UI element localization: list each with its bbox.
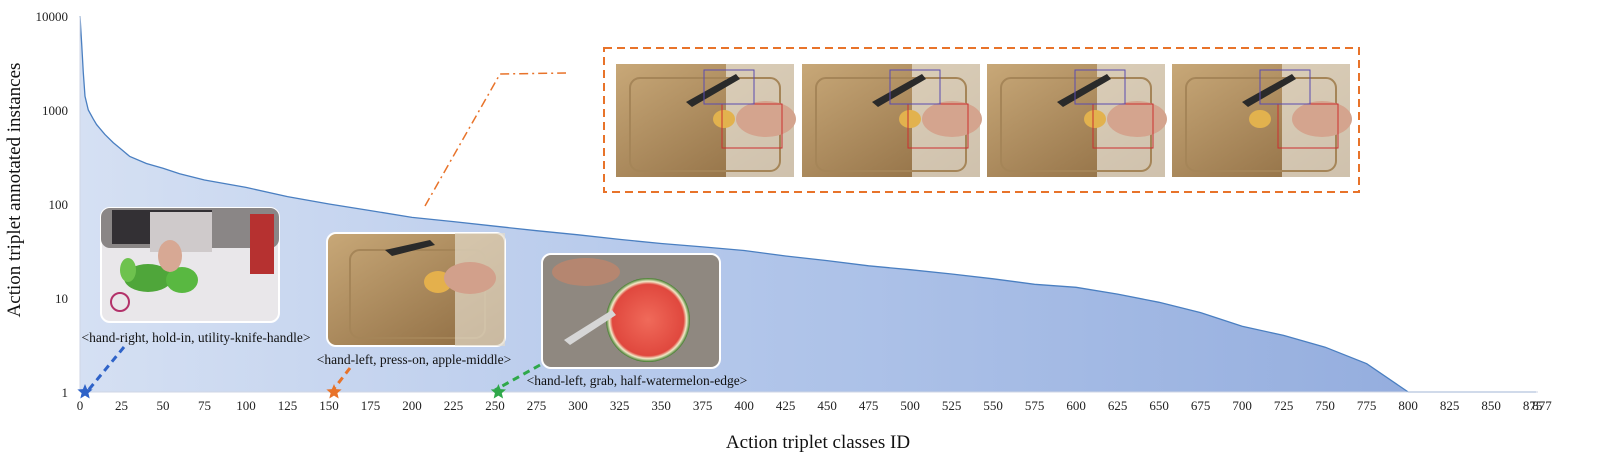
annotation-star-marker-2	[326, 384, 342, 399]
distribution-line	[79, 15, 1536, 393]
x-tick-label: 350	[651, 398, 671, 413]
x-tick-label: 877	[1532, 398, 1552, 413]
x-tick-label: 600	[1066, 398, 1086, 413]
y-tick-label: 100	[49, 197, 69, 212]
x-tick-label: 575	[1025, 398, 1045, 413]
x-tick-label: 50	[157, 398, 170, 413]
y-tick-label: 10	[55, 291, 68, 306]
x-tick-label: 725	[1274, 398, 1294, 413]
x-tick-labels: 0 25 50 75 100 125 150 175 200 225 250 275 300 325 350…	[77, 398, 1553, 413]
x-tick-label: 25	[115, 398, 128, 413]
annotation-star-marker-1	[77, 384, 93, 399]
zoom-box	[603, 47, 1360, 193]
x-tick-label: 100	[236, 398, 256, 413]
leader-line-2	[331, 367, 352, 391]
x-tick-label: 825	[1440, 398, 1460, 413]
annotation-label-3: <hand-left, grab, half-watermelon-edge>	[527, 373, 748, 388]
zoom-frame-2	[802, 64, 982, 177]
leader-line-1	[84, 346, 126, 394]
x-tick-label: 200	[402, 398, 422, 413]
annotation-star-marker-3	[490, 384, 506, 399]
zoom-frame-3	[987, 64, 1167, 177]
y-tick-label: 1000	[42, 103, 68, 118]
x-tick-label: 275	[527, 398, 547, 413]
x-tick-label: 400	[734, 398, 754, 413]
x-tick-label: 775	[1357, 398, 1377, 413]
x-tick-label: 800	[1398, 398, 1418, 413]
x-axis-label: Action triplet classes ID	[726, 432, 910, 453]
x-tick-label: 875	[1523, 398, 1543, 413]
annotation-label-2: <hand-left, press-on, apple-middle>	[317, 352, 511, 367]
leader-line-3	[494, 363, 541, 392]
x-tick-label: 300	[568, 398, 588, 413]
thumbnail-pepper	[100, 207, 280, 323]
x-tick-label: 750	[1315, 398, 1335, 413]
zoom-frames	[616, 64, 1352, 177]
zoom-frame-4	[1172, 64, 1352, 177]
x-tick-label: 75	[198, 398, 211, 413]
y-tick-label: 1	[62, 385, 69, 400]
x-tick-label: 450	[817, 398, 837, 413]
x-tick-label: 675	[1191, 398, 1211, 413]
zoom-frame-1	[616, 64, 796, 177]
x-tick-label: 0	[77, 398, 84, 413]
y-tick-label: 10000	[36, 9, 69, 24]
x-tick-label: 500	[900, 398, 920, 413]
x-tick-label: 375	[693, 398, 713, 413]
y-axis-label: Action triplet annotated instances	[4, 63, 25, 318]
x-tick-label: 550	[983, 398, 1003, 413]
thumbnail-watermelon	[541, 253, 721, 369]
zoom-leader-line	[424, 72, 567, 207]
annotation-markers	[77, 384, 506, 399]
x-tick-label: 650	[1149, 398, 1169, 413]
x-tick-label: 850	[1481, 398, 1501, 413]
x-tick-label: 225	[444, 398, 464, 413]
x-tick-label: 700	[1232, 398, 1252, 413]
x-tick-label: 625	[1108, 398, 1128, 413]
annotation-label-1: <hand-right, hold-in, utility-knife-hand…	[82, 330, 311, 345]
x-tick-label: 475	[859, 398, 879, 413]
x-tick-label: 250	[485, 398, 505, 413]
thumbnail-apple	[326, 232, 506, 347]
x-tick-label: 125	[278, 398, 298, 413]
x-tick-label: 325	[610, 398, 630, 413]
x-tick-label: 150	[319, 398, 339, 413]
y-tick-labels: 1 10 100 1000 10000	[36, 9, 69, 400]
x-tick-label: 525	[942, 398, 962, 413]
x-tick-label: 425	[776, 398, 796, 413]
x-tick-label: 175	[361, 398, 381, 413]
